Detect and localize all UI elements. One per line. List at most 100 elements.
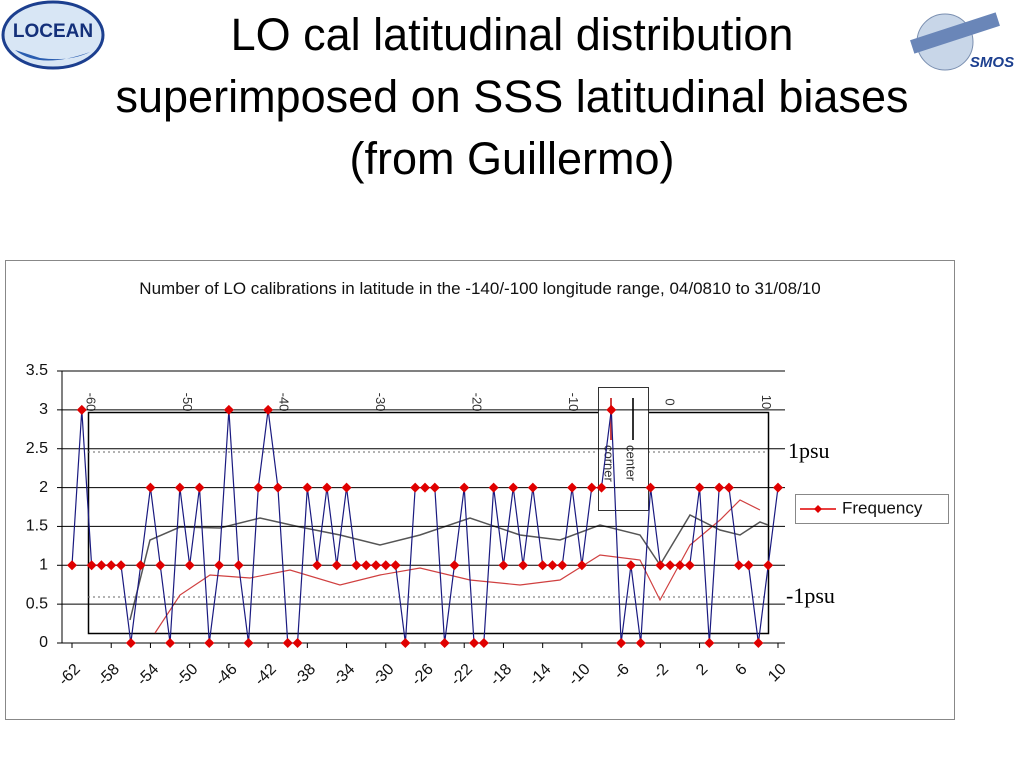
point [106,560,117,571]
point [184,560,195,571]
point [380,560,391,571]
background-curve [154,499,761,634]
point [86,560,97,571]
point [488,482,499,493]
point [429,482,440,493]
point [733,560,744,571]
inset-tick-label: -10 [566,393,581,412]
point [645,482,656,493]
y-tick-label: 2.5 [26,440,48,457]
point [194,482,205,493]
point [743,560,754,571]
point [282,638,293,648]
logo-right-panel [910,12,1000,54]
point [518,560,529,571]
point [616,638,627,648]
point [174,482,185,493]
point [351,560,362,571]
y-tick-label: 0.5 [26,595,48,612]
point [302,482,313,493]
point [635,638,646,648]
y-tick-label: 3.5 [26,362,48,379]
point [439,638,450,648]
point [537,560,548,571]
inset-tick-label: -30 [373,393,388,412]
annotation: 1psu [788,438,830,463]
inset-tick-label: -60 [84,393,99,412]
point [606,404,617,415]
point [361,560,372,571]
inset-tick-label: -40 [277,393,292,412]
point [410,482,421,493]
point [449,560,460,571]
point [145,482,156,493]
y-tick-label: 0 [39,634,48,651]
point [165,638,176,648]
point [567,482,578,493]
point [684,560,695,571]
inset-tick-label: -20 [470,393,485,412]
point [204,638,215,648]
point [527,482,538,493]
y-tick-label: 1 [39,557,48,574]
point [155,560,166,571]
y-tick-label: 2 [39,479,48,496]
point [135,560,146,571]
point [714,482,725,493]
point [370,560,381,571]
point [272,482,283,493]
point [233,560,244,571]
y-tick-label: 1.5 [26,518,48,535]
point [223,404,234,415]
point [557,560,568,571]
logo-left-badge [1,0,105,70]
point [400,638,411,648]
point [292,638,303,648]
point [312,560,323,571]
y-tick-label: 3 [39,401,48,418]
point [243,638,254,648]
point [390,560,401,571]
logo-wave [15,50,90,61]
point [547,560,558,571]
point [694,482,705,493]
point [253,482,264,493]
chart-frame [5,260,955,720]
point [459,482,470,493]
point [214,560,225,571]
point [125,638,136,648]
point [704,638,715,648]
legend-marker [814,505,822,513]
point [331,560,342,571]
point [420,482,430,493]
point [596,482,607,493]
logo-right: SMOS [970,54,1014,71]
point [67,560,77,571]
inset-tick-label: -50 [180,393,195,412]
logo-left: LOCEAN [13,21,93,42]
point [76,404,87,415]
point [498,560,509,571]
point [576,560,587,571]
point [625,560,636,571]
annotation: -1psu [786,583,835,608]
point [763,560,774,571]
point [321,482,332,493]
slide-title: LO cal latitudinal distribution superimp… [115,9,909,184]
point [665,560,676,571]
inset-legend-label: center [624,445,639,482]
chart-title: Number of LO calibrations in latitude in… [139,279,821,298]
legend-label: Frequency [842,498,923,517]
point [469,638,480,648]
point [753,638,764,648]
point [263,404,274,415]
point [773,482,783,493]
inset-tick-label: 0 [663,398,678,405]
point [96,560,107,571]
point [478,638,489,648]
point [116,560,127,571]
point [723,482,734,493]
point [674,560,685,571]
